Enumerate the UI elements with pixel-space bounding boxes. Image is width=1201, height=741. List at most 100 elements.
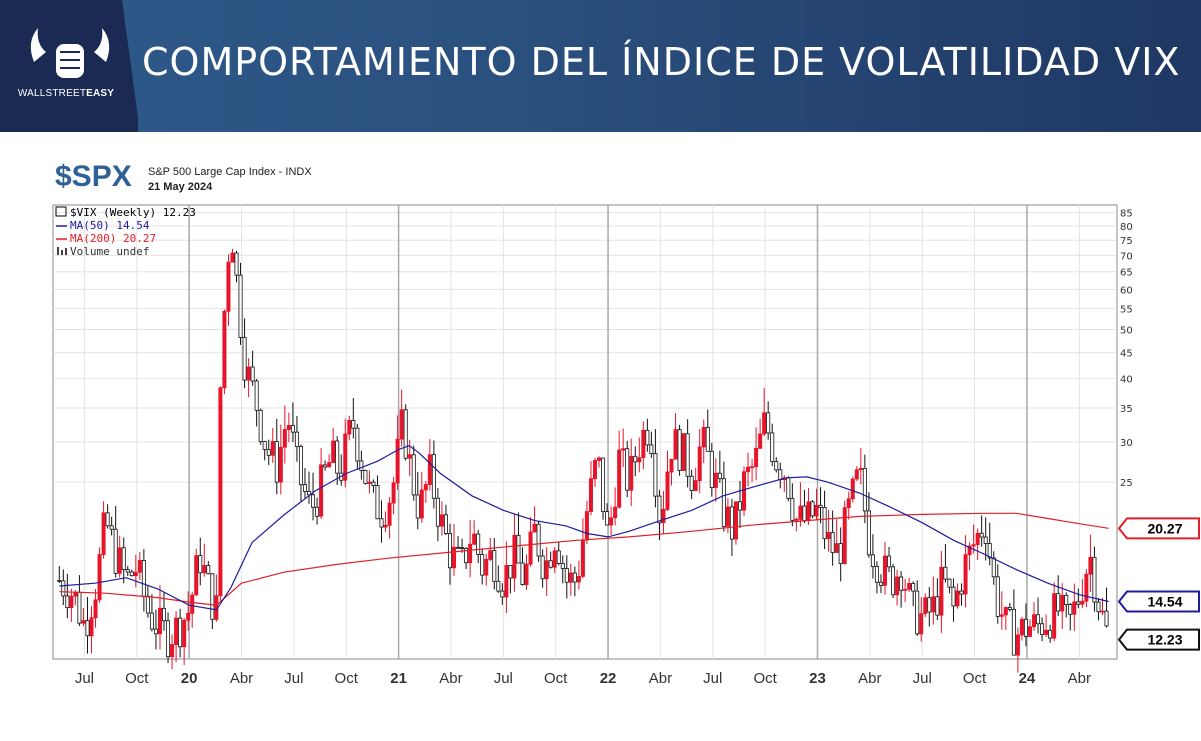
x-tick-label: 21 bbox=[390, 670, 407, 687]
candle-body bbox=[69, 595, 74, 609]
candle-body bbox=[560, 563, 565, 569]
candle-body bbox=[601, 457, 606, 513]
legend-ma50: MA(50) 14.54 bbox=[70, 219, 150, 232]
candle-body bbox=[995, 576, 1000, 617]
candle-body bbox=[665, 471, 670, 510]
candle-body bbox=[157, 607, 162, 635]
candle-body bbox=[508, 565, 513, 579]
value-label-box bbox=[1117, 590, 1200, 613]
candle-body bbox=[194, 555, 199, 596]
candle-body bbox=[387, 502, 392, 526]
candle-body bbox=[443, 514, 448, 534]
candle-body bbox=[294, 431, 299, 447]
candle-body bbox=[548, 560, 553, 568]
candle-body bbox=[609, 517, 614, 526]
candle-body bbox=[983, 536, 988, 544]
candle-body bbox=[520, 562, 525, 585]
candle-body bbox=[866, 510, 871, 556]
candle-body bbox=[379, 518, 384, 528]
y-tick-label: 85 bbox=[1120, 209, 1133, 220]
ticker-name: S&P 500 Large Cap Index - INDX bbox=[148, 166, 312, 178]
candle-body bbox=[431, 454, 436, 499]
x-tick-label: 20 bbox=[181, 670, 198, 687]
candle-body bbox=[742, 471, 747, 511]
candle-body bbox=[472, 533, 477, 545]
candle-body bbox=[182, 619, 187, 648]
candle-body bbox=[1076, 601, 1081, 605]
candle-body bbox=[613, 506, 618, 519]
candle-body bbox=[975, 532, 980, 546]
candle-body bbox=[170, 644, 175, 658]
candle-body bbox=[979, 532, 984, 538]
value-label-box bbox=[1117, 517, 1200, 540]
candle-body bbox=[174, 617, 179, 645]
candle-body bbox=[133, 571, 138, 577]
candle-body bbox=[645, 429, 650, 446]
candle-body bbox=[484, 559, 489, 576]
candle-body bbox=[536, 523, 541, 557]
candle-body bbox=[838, 543, 843, 564]
y-tick-label: 45 bbox=[1120, 349, 1133, 360]
candle-body bbox=[891, 566, 896, 596]
candle-body bbox=[959, 590, 964, 595]
candle-body bbox=[190, 594, 195, 614]
candle-body bbox=[355, 427, 360, 462]
candle-body bbox=[802, 505, 807, 521]
candle-body bbox=[991, 557, 996, 578]
candle-body bbox=[85, 620, 90, 637]
candle-body bbox=[830, 532, 835, 553]
candle-body bbox=[226, 261, 231, 312]
candle-body bbox=[435, 497, 440, 527]
candle-body bbox=[870, 554, 875, 567]
candle-body bbox=[480, 554, 485, 576]
candle-body bbox=[882, 555, 887, 586]
candle-body bbox=[274, 441, 279, 483]
candle-body bbox=[246, 366, 251, 381]
x-tick-label: Abr bbox=[649, 670, 672, 687]
candle-body bbox=[141, 560, 146, 597]
candle-body bbox=[963, 554, 968, 595]
candle-body bbox=[488, 550, 493, 560]
candle-body bbox=[427, 454, 432, 485]
candle-body bbox=[629, 455, 634, 491]
candle-body bbox=[315, 506, 320, 517]
candle-body bbox=[1096, 601, 1101, 613]
candle-body bbox=[1048, 629, 1053, 639]
candle-body bbox=[568, 572, 573, 583]
candle-body bbox=[411, 454, 416, 496]
candle-body bbox=[129, 571, 134, 577]
candle-body bbox=[423, 484, 428, 491]
candle-body bbox=[302, 484, 307, 492]
candle-body bbox=[810, 501, 815, 517]
candle-body bbox=[862, 467, 867, 512]
candle-body bbox=[822, 506, 827, 540]
ma200-line bbox=[59, 512, 1109, 606]
candle-body bbox=[1044, 629, 1049, 635]
legend-ma200: MA(200) 20.27 bbox=[70, 232, 156, 245]
candle-body bbox=[65, 595, 70, 609]
candle-body bbox=[254, 380, 259, 411]
candle-body bbox=[572, 572, 577, 583]
candle-body bbox=[415, 494, 420, 519]
candle-body bbox=[363, 470, 368, 484]
candle-body bbox=[705, 427, 710, 452]
candle-body bbox=[153, 628, 158, 635]
candle-body bbox=[375, 485, 380, 520]
candle-body bbox=[335, 440, 340, 474]
candle-body bbox=[1007, 607, 1012, 610]
candle-body bbox=[673, 429, 678, 460]
candle-body bbox=[1088, 556, 1093, 575]
candle-body bbox=[637, 457, 642, 463]
x-tick-label: 24 bbox=[1019, 670, 1036, 687]
candle-body bbox=[721, 478, 726, 527]
candle-body bbox=[826, 532, 831, 540]
candle-body bbox=[81, 620, 86, 624]
candle-body bbox=[1080, 600, 1085, 605]
candle-body bbox=[754, 447, 759, 468]
x-tick-label: Oct bbox=[753, 670, 777, 687]
candle-body bbox=[846, 498, 851, 509]
candle-body bbox=[61, 580, 66, 597]
legend-price: $VIX (Weekly) 12.23 bbox=[70, 206, 196, 219]
candle-body bbox=[834, 543, 839, 553]
